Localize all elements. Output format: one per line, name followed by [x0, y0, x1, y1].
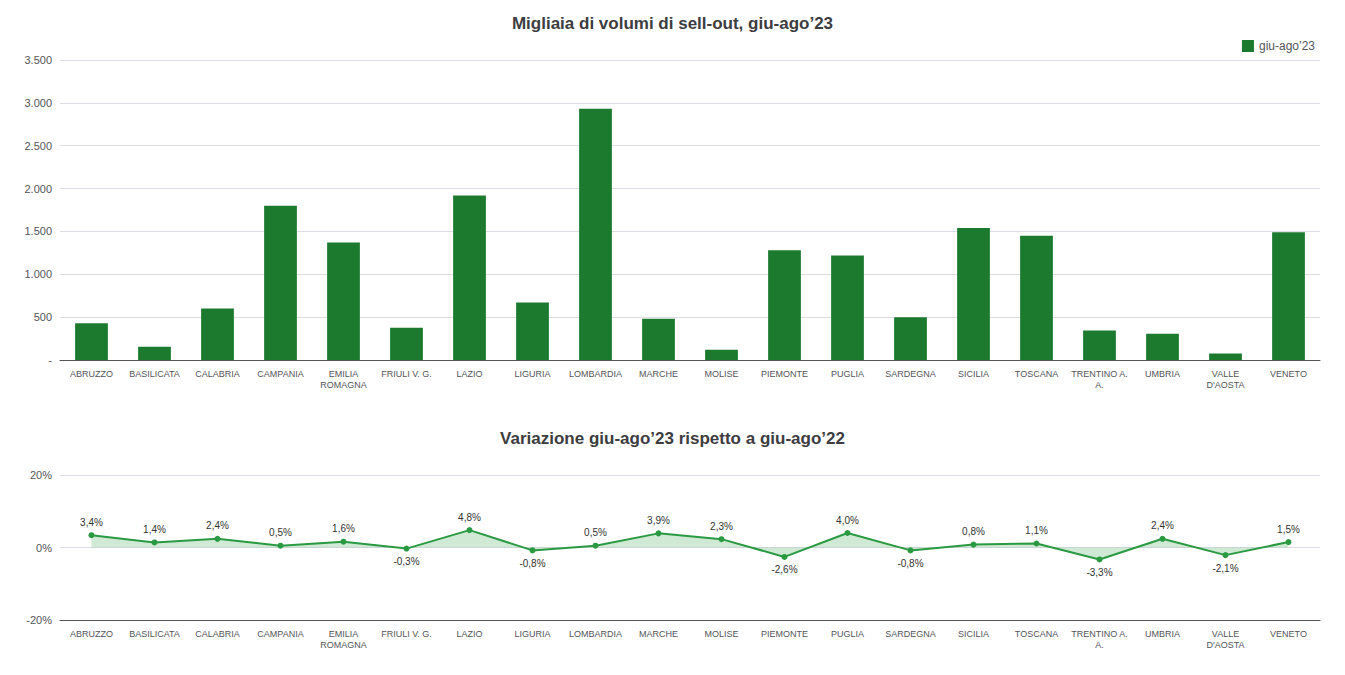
- svg-text:CALABRIA: CALABRIA: [195, 369, 240, 379]
- svg-text:4,8%: 4,8%: [458, 512, 481, 523]
- svg-text:ROMAGNA: ROMAGNA: [320, 380, 367, 390]
- svg-text:CAMPANIA: CAMPANIA: [257, 369, 303, 379]
- svg-text:1,4%: 1,4%: [143, 524, 166, 535]
- svg-text:3,4%: 3,4%: [80, 517, 103, 528]
- svg-text:FRIULI V. G.: FRIULI V. G.: [381, 629, 432, 639]
- svg-text:0,8%: 0,8%: [962, 526, 985, 537]
- svg-text:EMILIA: EMILIA: [329, 369, 359, 379]
- svg-text:0%: 0%: [36, 542, 52, 554]
- svg-text:BASILICATA: BASILICATA: [129, 629, 180, 639]
- svg-text:BASILICATA: BASILICATA: [129, 369, 180, 379]
- svg-text:VENETO: VENETO: [1270, 369, 1307, 379]
- svg-text:2,4%: 2,4%: [1151, 520, 1174, 531]
- svg-text:-: -: [48, 354, 52, 366]
- svg-text:1,5%: 1,5%: [1277, 524, 1300, 535]
- svg-text:2,3%: 2,3%: [710, 521, 733, 532]
- svg-text:-0,8%: -0,8%: [897, 558, 923, 569]
- svg-text:MOLISE: MOLISE: [704, 629, 738, 639]
- svg-text:LIGURIA: LIGURIA: [514, 629, 550, 639]
- svg-text:ROMAGNA: ROMAGNA: [320, 640, 367, 650]
- svg-text:LOMBARDIA: LOMBARDIA: [569, 369, 622, 379]
- svg-text:UMBRIA: UMBRIA: [1145, 629, 1180, 639]
- svg-text:Variazione giu-ago’23 rispetto: Variazione giu-ago’23 rispetto a giu-ago…: [500, 429, 845, 448]
- svg-text:2.500: 2.500: [24, 140, 52, 152]
- svg-text:0,5%: 0,5%: [584, 527, 607, 538]
- svg-text:-0,3%: -0,3%: [393, 556, 419, 567]
- svg-text:1.500: 1.500: [24, 225, 52, 237]
- svg-text:1,6%: 1,6%: [332, 523, 355, 534]
- svg-text:3.000: 3.000: [24, 97, 52, 109]
- svg-text:MARCHE: MARCHE: [639, 369, 678, 379]
- svg-text:UMBRIA: UMBRIA: [1145, 369, 1180, 379]
- svg-text:EMILIA: EMILIA: [329, 629, 359, 639]
- svg-text:VENETO: VENETO: [1270, 629, 1307, 639]
- svg-text:ABRUZZO: ABRUZZO: [70, 369, 113, 379]
- svg-text:PUGLIA: PUGLIA: [831, 369, 864, 379]
- svg-text:giu-ago’23: giu-ago’23: [1259, 39, 1315, 53]
- svg-text:2,4%: 2,4%: [206, 520, 229, 531]
- svg-text:MOLISE: MOLISE: [704, 369, 738, 379]
- svg-text:500: 500: [34, 311, 52, 323]
- svg-text:0,5%: 0,5%: [269, 527, 292, 538]
- svg-text:3,9%: 3,9%: [647, 515, 670, 526]
- svg-text:VALLE: VALLE: [1212, 629, 1239, 639]
- svg-text:LAZIO: LAZIO: [456, 369, 482, 379]
- svg-text:VALLE: VALLE: [1212, 369, 1239, 379]
- svg-text:LAZIO: LAZIO: [456, 629, 482, 639]
- svg-text:PIEMONTE: PIEMONTE: [761, 369, 808, 379]
- svg-text:-2,6%: -2,6%: [771, 564, 797, 575]
- svg-text:-0,8%: -0,8%: [519, 558, 545, 569]
- svg-text:1.000: 1.000: [24, 268, 52, 280]
- svg-text:PIEMONTE: PIEMONTE: [761, 629, 808, 639]
- svg-text:MARCHE: MARCHE: [639, 629, 678, 639]
- svg-text:TRENTINO A.: TRENTINO A.: [1071, 369, 1128, 379]
- svg-text:A.: A.: [1095, 640, 1104, 650]
- svg-text:PUGLIA: PUGLIA: [831, 629, 864, 639]
- svg-text:SICILIA: SICILIA: [958, 369, 989, 379]
- svg-text:A.: A.: [1095, 380, 1104, 390]
- svg-text:SICILIA: SICILIA: [958, 629, 989, 639]
- svg-text:TRENTINO A.: TRENTINO A.: [1071, 629, 1128, 639]
- svg-text:TOSCANA: TOSCANA: [1015, 629, 1058, 639]
- svg-text:D'AOSTA: D'AOSTA: [1206, 380, 1244, 390]
- svg-text:LIGURIA: LIGURIA: [514, 369, 550, 379]
- svg-text:2.000: 2.000: [24, 183, 52, 195]
- svg-text:CAMPANIA: CAMPANIA: [257, 629, 303, 639]
- svg-text:D'AOSTA: D'AOSTA: [1206, 640, 1244, 650]
- svg-text:20%: 20%: [30, 469, 52, 481]
- svg-text:3.500: 3.500: [24, 54, 52, 66]
- svg-text:CALABRIA: CALABRIA: [195, 629, 240, 639]
- svg-text:FRIULI V. G.: FRIULI V. G.: [381, 369, 432, 379]
- svg-text:-2,1%: -2,1%: [1212, 563, 1238, 574]
- svg-text:ABRUZZO: ABRUZZO: [70, 629, 113, 639]
- svg-text:Migliaia di volumi di sell-out: Migliaia di volumi di sell-out, giu-ago’…: [512, 14, 833, 33]
- svg-text:-3,3%: -3,3%: [1086, 567, 1112, 578]
- svg-text:SARDEGNA: SARDEGNA: [885, 629, 936, 639]
- svg-text:TOSCANA: TOSCANA: [1015, 369, 1058, 379]
- svg-text:LOMBARDIA: LOMBARDIA: [569, 629, 622, 639]
- svg-text:SARDEGNA: SARDEGNA: [885, 369, 936, 379]
- svg-text:1,1%: 1,1%: [1025, 525, 1048, 536]
- svg-text:4,0%: 4,0%: [836, 515, 859, 526]
- svg-text:-20%: -20%: [26, 614, 52, 626]
